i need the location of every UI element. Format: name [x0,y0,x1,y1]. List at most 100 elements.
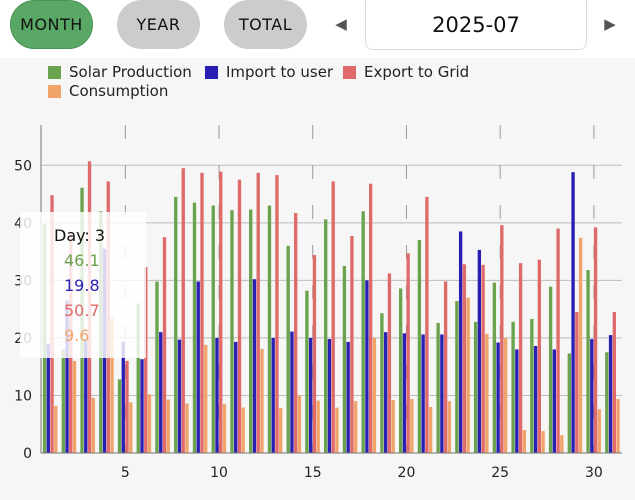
bar-export-to-grid-day-18 [368,183,373,453]
bar-solar-production-day-21 [417,240,422,453]
legend-item-consumption[interactable]: Consumption [48,82,168,100]
bar-consumption-day-25 [503,337,508,453]
bar-import-to-user-day-29 [571,172,575,453]
top-toolbar: MONTH YEAR TOTAL ◀ 2025-07 ▶ [0,0,635,58]
legend-label-import: Import to user [226,63,334,81]
bar-import-to-user-day-23 [458,231,463,453]
previous-period-icon[interactable]: ◀ [335,16,347,33]
bar-import-to-user-day-7 [159,332,163,453]
bar-export-to-grid-day-28 [556,228,560,453]
next-period-icon[interactable]: ▶ [604,16,616,33]
bar-consumption-day-6 [147,394,152,453]
legend-item-export[interactable]: Export to Grid [343,63,469,81]
bar-solar-production-day-29 [567,353,571,453]
chart-tooltip: Day: 3 46.1 19.8 50.7 9.6 [20,212,146,358]
bar-export-to-grid-day-23 [462,264,467,453]
legend-label-consumption: Consumption [69,82,169,100]
bar-consumption-day-15 [316,400,320,453]
bar-export-to-grid-day-17 [350,236,354,453]
bar-solar-production-day-22 [436,322,440,453]
period-selector[interactable]: 2025-07 [365,0,587,50]
bar-import-to-user-day-21 [421,334,425,453]
bar-import-to-user-day-2 [65,300,69,453]
bar-export-to-grid-day-6 [144,267,148,453]
bar-consumption-day-14 [297,395,302,453]
bar-solar-production-day-11 [230,210,234,453]
bar-export-to-grid-day-8 [181,168,185,453]
bar-import-to-user-day-25 [496,342,500,453]
x-tick-label: 10 [210,465,228,481]
bar-consumption-day-29 [578,237,583,453]
legend-swatch-import [205,65,218,79]
bar-import-to-user-day-10 [215,337,219,453]
bar-consumption-day-11 [241,407,245,453]
bar-consumption-day-1 [54,405,58,453]
bar-import-to-user-day-11 [234,341,238,453]
legend-item-import[interactable]: Import to user [205,63,333,81]
bar-import-to-user-day-30 [590,339,594,453]
y-tick-label: 0 [23,446,32,462]
bar-import-to-user-day-28 [552,349,557,453]
bar-import-to-user-day-12 [252,279,257,453]
legend-swatch-solar [48,65,61,79]
bar-import-to-user-day-3 [84,339,88,453]
bar-export-to-grid-day-25 [500,225,504,453]
month-button[interactable]: MONTH [10,0,93,49]
bar-import-to-user-day-22 [440,334,444,453]
bar-solar-production-day-31 [605,352,609,453]
bar-solar-production-day-27 [530,318,534,453]
bar-import-to-user-day-1 [46,343,50,453]
bar-import-to-user-day-8 [177,339,182,453]
bar-consumption-day-3 [91,397,95,453]
bar-consumption-day-7 [166,399,170,453]
bar-consumption-day-31 [616,398,620,453]
legend-swatch-consumption [48,84,61,98]
bar-consumption-day-9 [204,344,208,453]
bar-export-to-grid-day-9 [200,172,204,453]
y-tick-label: 50 [14,158,32,174]
bar-consumption-day-18 [372,337,377,453]
total-button[interactable]: TOTAL [224,0,307,49]
bar-import-to-user-day-24 [477,249,482,453]
year-button[interactable]: YEAR [117,0,200,49]
bar-consumption-day-19 [391,400,395,453]
bar-consumption-day-2 [72,360,77,453]
bar-import-to-user-day-17 [346,341,350,453]
bar-import-to-user-day-13 [271,337,275,453]
bar-solar-production-day-12 [249,209,253,453]
bar-export-to-grid-day-26 [518,263,523,453]
bar-solar-production-day-25 [492,282,497,453]
bar-solar-production-day-13 [267,205,272,453]
bar-consumption-day-24 [485,333,489,453]
bar-solar-production-day-16 [324,219,328,453]
bar-consumption-day-10 [222,404,227,453]
legend-label-solar: Solar Production [69,63,192,81]
y-tick-label: 10 [14,388,32,404]
bar-export-to-grid-day-15 [312,255,317,453]
bar-solar-production-day-23 [455,301,459,453]
bar-export-to-grid-day-27 [537,259,542,453]
bar-consumption-day-30 [597,409,601,453]
bar-solar-production-day-9 [192,202,197,453]
x-tick-label: 30 [585,465,603,481]
bar-export-to-grid-day-24 [481,264,485,453]
tooltip-value-import: 19.8 [64,276,100,295]
bar-solar-production-day-17 [342,265,347,453]
bar-import-to-user-day-16 [327,339,332,453]
bar-consumption-day-17 [353,401,358,453]
bar-consumption-day-26 [522,429,527,453]
bar-solar-production-day-28 [548,286,553,453]
tooltip-value-consumption: 9.6 [64,326,90,345]
bar-solar-production-day-8 [174,196,178,454]
bar-import-to-user-day-19 [383,332,388,453]
bar-solar-production-day-5 [117,379,122,453]
tooltip-title: Day: 3 [54,226,106,245]
legend-item-solar[interactable]: Solar Production [48,63,192,81]
bar-solar-production-day-20 [398,288,403,453]
bar-export-to-grid-day-12 [256,172,260,453]
bar-solar-production-day-14 [286,245,290,453]
x-tick-label: 20 [398,465,416,481]
bar-import-to-user-day-14 [290,331,294,453]
bar-export-to-grid-day-19 [387,273,392,453]
bar-consumption-day-5 [129,402,133,453]
